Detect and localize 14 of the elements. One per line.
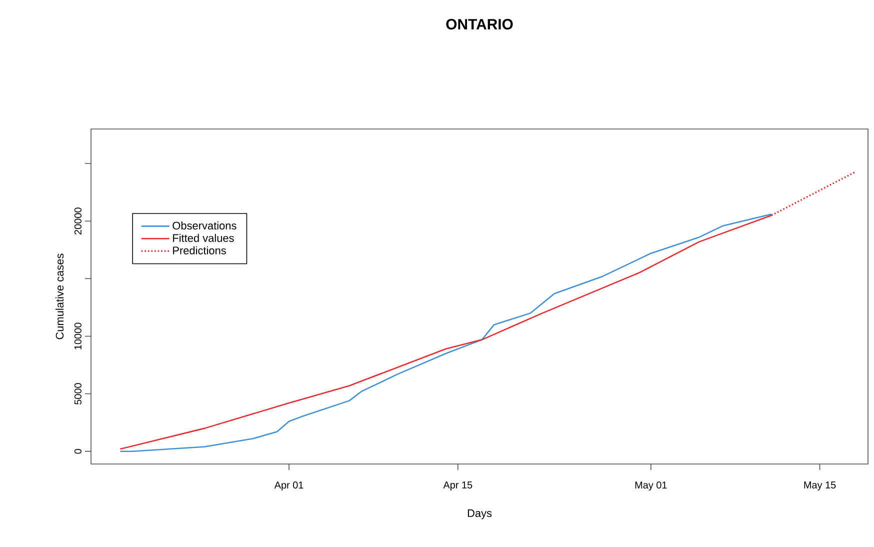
legend-label: Fitted values <box>173 234 234 242</box>
y-axis-title: Cumulative cases <box>56 254 64 340</box>
x-axis-title: Days <box>468 509 492 520</box>
y-tick-label: 10000 <box>74 322 82 350</box>
legend-label: Observations <box>172 221 236 230</box>
chart-title: ONTARIO <box>446 18 513 30</box>
x-tick-label: May 01 <box>635 482 667 491</box>
x-tick-label: Apr 15 <box>443 482 472 490</box>
y-tick-label: 5000 <box>74 383 82 404</box>
x-tick-label: May 15 <box>804 482 836 490</box>
x-tick-label: Apr 01 <box>274 482 304 491</box>
y-tick-label: 20000 <box>74 208 82 234</box>
y-tick-label: 0 <box>74 448 82 454</box>
legend-label: Predictions <box>173 246 226 254</box>
